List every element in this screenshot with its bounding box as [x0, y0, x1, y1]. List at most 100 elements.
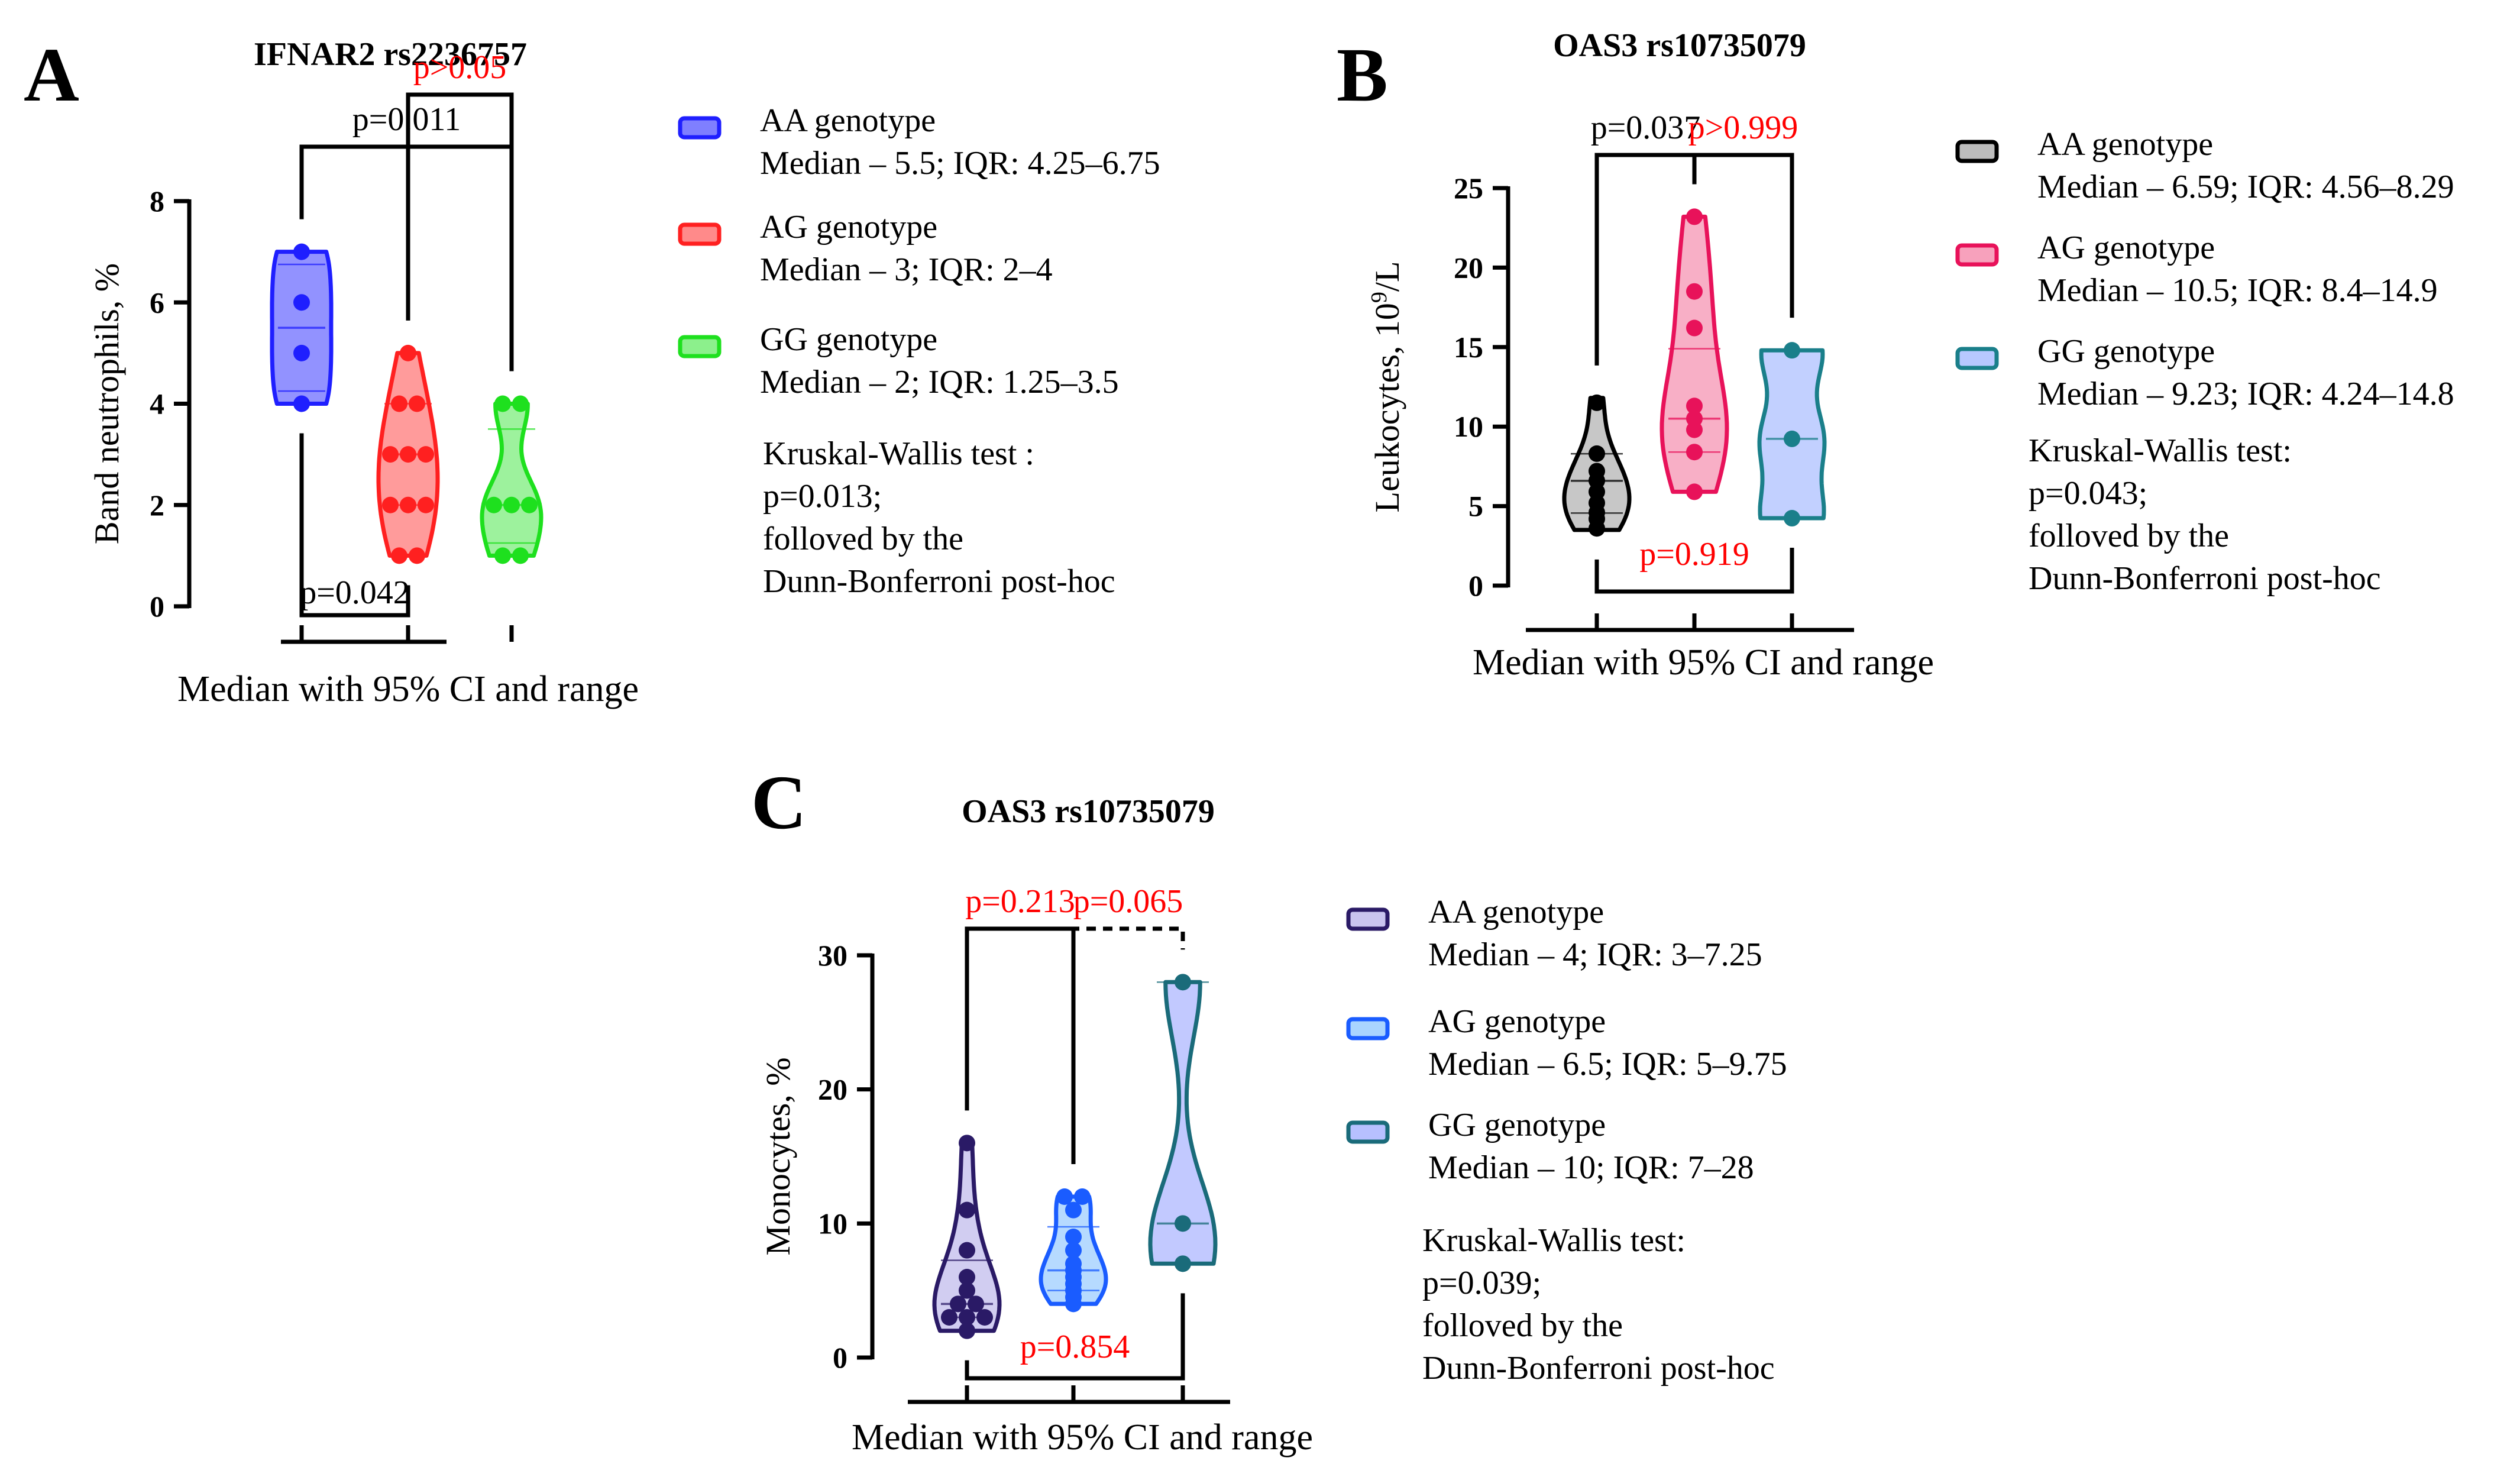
data-point [293, 294, 310, 311]
legend-genotype: AA genotype [1428, 894, 1604, 930]
y-tick-label: 25 [1454, 172, 1483, 205]
violin-2 [1039, 1188, 1108, 1313]
data-point [382, 496, 399, 513]
data-point [1784, 342, 1800, 359]
bracket-line [406, 92, 514, 371]
data-point [1589, 445, 1605, 462]
legend-genotype: AA genotype [760, 102, 936, 139]
p-value-label: p>0.05 [413, 49, 507, 86]
bracket-line [1594, 548, 1794, 594]
violin-1 [270, 243, 334, 412]
significance-bracket: p=0.213 [965, 883, 1076, 1164]
legend-swatch [1955, 347, 1999, 370]
chart-title: OAS3 rs10735079 [962, 793, 1215, 830]
data-point [400, 496, 416, 513]
legend-swatch [678, 222, 722, 246]
significance-bracket: p>0.999 [1688, 109, 1798, 318]
data-point [1175, 1215, 1191, 1232]
legend-genotype: GG genotype [760, 321, 937, 358]
legend-genotype: AA genotype [2037, 126, 2213, 163]
data-point [1065, 1255, 1082, 1272]
legend-entry: GG genotype Median – 10; IQR: 7–28 [1346, 1107, 1754, 1186]
data-point [418, 446, 434, 463]
legend-stats: Median – 6.5; IQR: 5–9.75 [1428, 1046, 1787, 1082]
y-tick-label: 30 [818, 939, 847, 972]
panel-letter: A [24, 33, 79, 118]
data-point [400, 344, 416, 361]
data-point [400, 446, 416, 463]
data-point [1784, 430, 1800, 447]
chart-title: OAS3 rs10735079 [1553, 27, 1806, 64]
bracket-line [965, 1293, 1185, 1381]
y-axis-label: Monocytes, % [759, 1057, 797, 1255]
p-value-label: p=0.919 [1639, 536, 1749, 573]
data-point [1589, 463, 1605, 480]
violin-1 [1562, 394, 1632, 537]
data-point [1686, 444, 1703, 461]
data-point [293, 395, 310, 412]
data-point [950, 1295, 966, 1313]
legend-entry: AA genotype Median – 6.59; IQR: 4.56–8.29 [1955, 126, 2454, 205]
y-tick-label: 0 [833, 1341, 847, 1374]
data-point [941, 1309, 957, 1326]
legend-swatch [1346, 1120, 1390, 1144]
x-axis-label: Median with 95% CI and range [852, 1417, 1313, 1458]
data-point [1686, 319, 1703, 337]
legend-swatch [1346, 907, 1390, 931]
panel-b: B OAS3 rs10735079 0 5 10 15 20 25 Leukocytes, 10… [1337, 27, 2454, 683]
y-axis-label-superscript: 9 [1367, 292, 1392, 303]
data-point [959, 1309, 975, 1326]
x-axis-label: Median with 95% CI and range [177, 669, 639, 709]
legend-entry: AG genotype Median – 3; IQR: 2–4 [678, 209, 1053, 288]
data-point [521, 496, 538, 513]
test-note-line: folloved by the [763, 521, 963, 557]
data-point [968, 1295, 984, 1313]
violin-1 [932, 1135, 1002, 1339]
y-tick-label: 20 [818, 1073, 847, 1106]
data-point [1074, 1188, 1091, 1205]
data-point [494, 547, 511, 564]
test-note-line: Dunn-Bonferroni post-hoc [763, 563, 1115, 600]
y-tick-label: 0 [1468, 569, 1483, 602]
legend-swatch [1955, 243, 1999, 267]
y-axis-label: Leukocytes, 109/L [1367, 261, 1406, 513]
legend-genotype: GG genotype [2037, 333, 2215, 370]
violin-3 [1148, 974, 1218, 1272]
test-note-line: p=0.013; [763, 478, 882, 515]
data-point [976, 1309, 993, 1326]
violin-body [932, 1140, 1002, 1333]
y-tick-label: 15 [1454, 331, 1483, 364]
y-tick-label: 8 [150, 185, 164, 218]
data-point [1686, 208, 1703, 225]
data-point [1784, 510, 1800, 527]
test-note-line: folloved by the [1422, 1307, 1623, 1344]
violin-2 [376, 344, 440, 564]
legend-stats: Median – 4; IQR: 3–7.25 [1428, 936, 1762, 973]
violin-3 [1757, 342, 1827, 527]
data-point [503, 496, 520, 513]
data-point [382, 446, 399, 463]
legend-entry: AA genotype Median – 5.5; IQR: 4.25–6.75 [678, 102, 1160, 182]
x-axis-label: Median with 95% CI and range [1473, 642, 1934, 683]
bracket-line [1692, 153, 1794, 318]
y-tick-label: 0 [150, 590, 164, 623]
significance-bracket: p>0.05 [406, 49, 514, 371]
bracket-line [965, 926, 1076, 1164]
legend-swatch [1955, 140, 1999, 163]
test-note-line: folloved by the [2029, 518, 2229, 554]
data-point [1175, 974, 1191, 991]
significance-bracket: p=0.065 [1071, 883, 1185, 1164]
legend-swatch [678, 335, 722, 358]
panel-letter: C [751, 760, 807, 845]
data-point [494, 395, 511, 412]
data-point [1056, 1188, 1073, 1205]
panel-a: A IFNAR2 rs2236757 0 2 4 6 8 Band neutrophils, … [24, 33, 1160, 709]
test-note-line: Dunn-Bonferroni post-hoc [1422, 1350, 1775, 1387]
legend-stats: Median – 9.23; IQR: 4.24–14.8 [2037, 376, 2454, 412]
test-note-line: p=0.039; [1422, 1265, 1541, 1301]
p-value-label: p=0.042 [300, 574, 410, 611]
data-point [409, 395, 425, 412]
data-point [1686, 398, 1703, 415]
data-point [959, 1201, 975, 1219]
data-point [293, 243, 310, 260]
